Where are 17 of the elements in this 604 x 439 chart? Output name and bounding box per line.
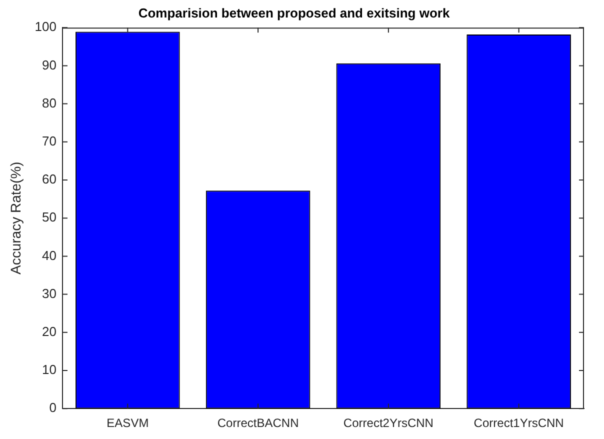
y-tick-label: 90 (42, 57, 56, 72)
x-tick-label: CorrectBACNN (217, 416, 299, 430)
y-tick-label: 80 (42, 95, 56, 110)
y-tick-label: 40 (42, 248, 56, 263)
x-tick-label: Correct1YrsCNN (474, 416, 564, 430)
y-tick-label: 70 (42, 133, 56, 148)
y-tick-label: 60 (42, 172, 56, 187)
x-tick-label: Correct2YrsCNN (343, 416, 434, 430)
y-axis-title: Accuracy Rate(%) (7, 162, 24, 275)
y-tick-label: 0 (49, 400, 56, 416)
y-tick-label: 10 (42, 362, 56, 378)
y-tick-label: 100 (34, 19, 56, 34)
chart-title: Comparision between proposed and exitsing work (138, 5, 450, 20)
y-tick-label: 20 (42, 324, 56, 339)
x-tick-label: EASVM (106, 416, 149, 430)
y-tick-label: 30 (42, 286, 56, 301)
y-tick-label: 50 (42, 210, 56, 225)
